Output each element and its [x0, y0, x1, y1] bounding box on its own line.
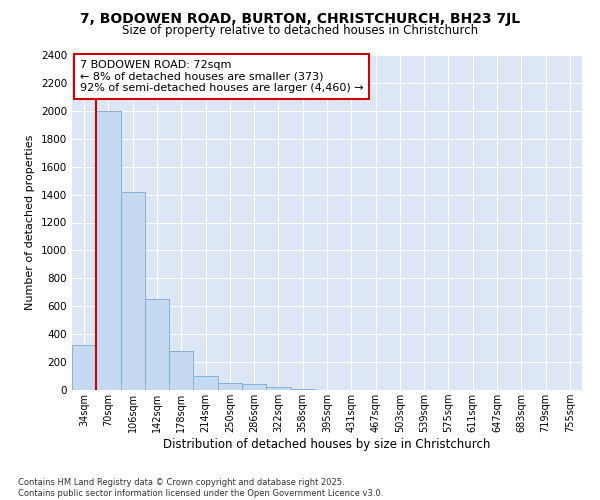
Bar: [145, 298, 169, 390]
Y-axis label: Number of detached properties: Number of detached properties: [25, 135, 35, 310]
Text: 7 BODOWEN ROAD: 72sqm
← 8% of detached houses are smaller (373)
92% of semi-deta: 7 BODOWEN ROAD: 72sqm ← 8% of detached h…: [80, 60, 363, 93]
Bar: [96, 111, 121, 390]
Text: Contains HM Land Registry data © Crown copyright and database right 2025.
Contai: Contains HM Land Registry data © Crown c…: [18, 478, 383, 498]
Bar: [266, 387, 290, 390]
X-axis label: Distribution of detached houses by size in Christchurch: Distribution of detached houses by size …: [163, 438, 491, 451]
Bar: [72, 344, 96, 390]
Bar: [242, 384, 266, 390]
Bar: [193, 376, 218, 390]
Text: Size of property relative to detached houses in Christchurch: Size of property relative to detached ho…: [122, 24, 478, 37]
Bar: [169, 351, 193, 390]
Bar: [121, 192, 145, 390]
Bar: [218, 384, 242, 390]
Text: 7, BODOWEN ROAD, BURTON, CHRISTCHURCH, BH23 7JL: 7, BODOWEN ROAD, BURTON, CHRISTCHURCH, B…: [80, 12, 520, 26]
Bar: [290, 388, 315, 390]
